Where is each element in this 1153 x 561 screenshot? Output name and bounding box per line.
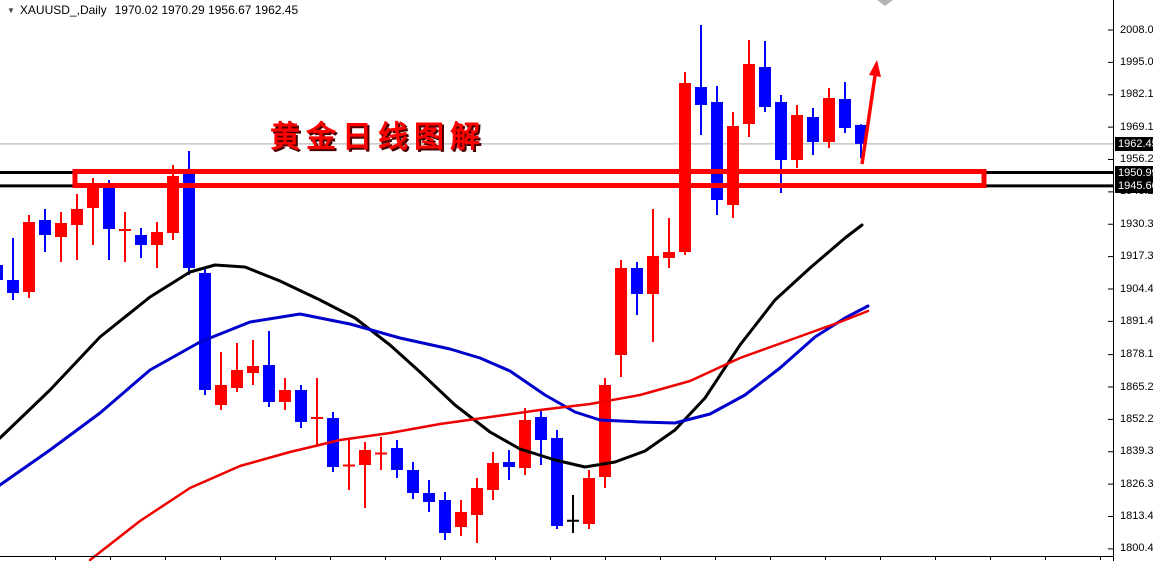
price-tick-label: 1878.15 (1120, 348, 1153, 361)
candle (583, 470, 595, 529)
candle (391, 440, 403, 478)
candle (487, 452, 499, 500)
price-tick-label: 1982.10 (1120, 88, 1153, 101)
candle (439, 492, 451, 540)
candle (839, 82, 851, 133)
candle (503, 450, 515, 480)
candle (695, 25, 707, 135)
price-tick-label: 1995.05 (1120, 55, 1153, 68)
ma-mid-blue (0, 304, 870, 487)
price-tick-label: 1891.45 (1120, 314, 1153, 327)
scroll-indicator-icon (877, 0, 893, 6)
candle (567, 495, 579, 533)
candle (807, 108, 819, 155)
up-trend-arrow[interactable] (860, 60, 881, 165)
candle (647, 209, 659, 342)
candle (199, 268, 211, 395)
candle (55, 212, 67, 262)
current-price-tag: 1962.45 (1115, 136, 1153, 151)
price-tick-label: 1826.35 (1120, 477, 1153, 490)
price-tick-label: 1800.45 (1120, 542, 1153, 555)
candle (663, 218, 675, 268)
candle (71, 194, 83, 260)
price-tick-label: 1930.30 (1120, 217, 1153, 230)
price-tick-label: 2008.00 (1120, 23, 1153, 36)
chart-annotation-text: 黄金日线图解 (270, 121, 486, 154)
candle (791, 105, 803, 168)
price-tick-label: 1813.40 (1120, 510, 1153, 522)
candle (759, 41, 771, 112)
candle (455, 500, 467, 536)
candle (167, 165, 179, 240)
ma-slow-red (88, 309, 870, 561)
resistance-price-tag: 1950.99 (1115, 165, 1153, 180)
candle (119, 212, 131, 262)
candle (775, 95, 787, 193)
candle (359, 442, 371, 508)
price-tick-label: 1852.25 (1120, 412, 1153, 425)
ohlc-values: 1970.02 1970.29 1956.67 1962.45 (114, 3, 299, 17)
candle (135, 228, 147, 258)
candle (599, 378, 611, 488)
chart-title: ▼ XAUUSD_,Daily 1970.02 1970.29 1956.67 19… (7, 3, 298, 17)
candle (215, 352, 227, 410)
candle (343, 438, 355, 490)
candle (279, 378, 291, 410)
candle (375, 437, 387, 470)
price-tick-label: 1956.20 (1120, 153, 1153, 165)
candle (295, 385, 307, 428)
candle (311, 378, 323, 447)
candle (423, 480, 435, 512)
candle (0, 265, 3, 280)
candle (103, 180, 115, 260)
symbol-timeframe-label: XAUUSD_,Daily (19, 3, 107, 17)
candle (231, 343, 243, 392)
candle (23, 215, 35, 298)
price-tick-label: 1839.30 (1120, 445, 1153, 458)
candle (711, 86, 723, 215)
candle (823, 88, 835, 148)
candle (615, 260, 627, 377)
candle (743, 40, 755, 137)
candle (519, 408, 531, 475)
candle (631, 262, 643, 315)
candle (7, 238, 19, 300)
candle (679, 72, 691, 255)
chevron-down-icon[interactable]: ▼ (7, 6, 15, 15)
price-tick-label: 1904.40 (1120, 282, 1153, 295)
key-zone-rectangle[interactable] (72, 169, 987, 188)
price-tick-label: 1865.20 (1120, 380, 1153, 393)
candle (87, 178, 99, 245)
candle (471, 478, 483, 543)
price-tick-label: 1917.35 (1120, 250, 1153, 263)
candles-layer (0, 25, 867, 543)
candle (263, 331, 275, 407)
support-price-tag: 1945.66 (1115, 178, 1153, 193)
candle (247, 340, 259, 385)
candle (39, 209, 51, 252)
price-tick-label: 1969.15 (1120, 120, 1153, 133)
candle (407, 462, 419, 499)
candle (151, 222, 163, 268)
